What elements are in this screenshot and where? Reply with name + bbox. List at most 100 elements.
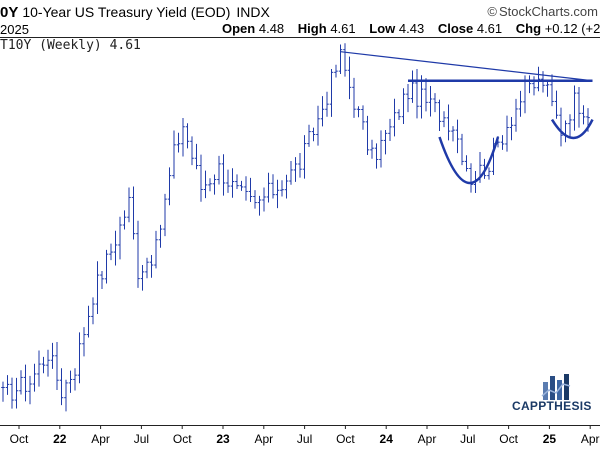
logo-bar-1 — [543, 382, 548, 400]
symbol-label: 0Y — [0, 4, 19, 21]
ohlc-bar — [127, 187, 131, 223]
x-tick-label: Jul — [134, 432, 149, 446]
change-label: Chg — [515, 21, 542, 36]
ohlc-bar — [554, 90, 559, 119]
ohlc-bar — [532, 76, 536, 96]
ohlc-bar — [311, 127, 316, 142]
ohlc-bar — [158, 224, 163, 248]
x-tick-label: 25 — [543, 432, 557, 446]
ohlc-bar — [172, 130, 176, 179]
ohlc-bar — [113, 230, 118, 266]
ohlc-bar — [190, 136, 194, 166]
ohlc-bar — [248, 177, 253, 203]
price-bars — [1, 43, 590, 412]
ohlc-bar — [59, 368, 64, 406]
ohlc-bar — [572, 85, 577, 131]
ohlc-bar — [185, 123, 190, 149]
ohlc-bar — [379, 130, 383, 168]
ohlc-bar — [203, 170, 208, 199]
ohlc-bar — [37, 350, 41, 387]
ohlc-bar — [118, 216, 122, 260]
ohlc-bar — [50, 342, 55, 369]
open-value: 4.48 — [258, 21, 285, 36]
change-value: +0.12 (+2.70% — [544, 21, 600, 36]
x-tick-label: Oct — [10, 432, 29, 446]
ohlc-bar — [437, 99, 442, 132]
ohlc-bar — [19, 370, 23, 395]
ohlc-bar — [302, 135, 307, 179]
instrument-name: 10-Year US Treasury Yield (EOD) — [22, 4, 231, 20]
ohlc-bar — [257, 195, 262, 216]
ohlc-bar — [352, 77, 356, 118]
ohlc-bar — [388, 118, 392, 142]
ohlc-bar — [451, 126, 455, 142]
ohlc-bar — [550, 74, 554, 107]
x-tick-label: Apr — [418, 432, 437, 446]
ohlc-bar — [361, 105, 365, 130]
ohlc-bar — [266, 172, 271, 203]
stockcharts-brand[interactable]: © StockCharts.com — [487, 4, 598, 19]
low-value: 4.43 — [398, 21, 425, 36]
x-tick-label: Apr — [91, 432, 110, 446]
ohlc-bar — [307, 124, 311, 147]
title-line: 0Y 10-Year US Treasury Yield (EOD) INDX — [0, 4, 270, 21]
ohlc-bar — [356, 106, 361, 118]
ohlc-bar — [545, 79, 550, 97]
ohlc-bar — [10, 377, 14, 409]
logo-bar-3 — [557, 380, 562, 400]
ohlc-bar — [208, 178, 212, 192]
open-label: Open — [222, 21, 256, 36]
copyright-icon: © — [487, 4, 498, 19]
ohlc-bar — [194, 143, 199, 170]
ohlc-bar — [64, 379, 68, 412]
ohlc-bar — [68, 370, 73, 393]
ohlc-bar — [347, 56, 352, 100]
cappthesis-logo — [541, 374, 571, 400]
high-value: 4.61 — [330, 21, 356, 36]
ohlc-bar — [23, 364, 28, 402]
cup-pattern-2 — [550, 118, 594, 139]
brand-text: StockCharts.com — [499, 4, 598, 19]
ohlc-bar — [163, 193, 167, 237]
ohlc-bar — [559, 107, 563, 147]
ohlc-bar — [73, 368, 77, 391]
x-tick-label: Oct — [499, 432, 518, 446]
x-tick-label: Jul — [297, 432, 312, 446]
ohlc-bar — [14, 377, 19, 409]
ohlc-bar — [343, 43, 347, 77]
ohlc-bar — [176, 132, 181, 153]
x-tick-label: Apr — [254, 432, 273, 446]
ohlc-bar — [392, 98, 397, 137]
ohlc-bar — [505, 115, 509, 152]
ohlc-bar — [329, 69, 334, 117]
ohlc-bar — [365, 115, 370, 156]
ohlc-bar — [86, 305, 91, 338]
date-label: 2025 — [0, 22, 29, 37]
close-value: 4.61 — [476, 21, 503, 36]
ohlc-bar — [487, 167, 491, 180]
ohlc-bar — [514, 98, 518, 132]
cup-pattern-1 — [438, 136, 500, 185]
x-tick-label: Oct — [173, 432, 192, 446]
low-label: Low — [369, 21, 396, 36]
ohlc-bar — [28, 375, 32, 405]
ohlc-bar — [397, 109, 401, 121]
x-tick-label: 23 — [216, 432, 230, 446]
x-tick-label: Apr — [581, 432, 600, 446]
ohlc-bar — [370, 139, 374, 159]
ohlc-bar — [149, 255, 154, 278]
ohlc-bar — [383, 129, 388, 155]
series-legend: T10Y (Weekly) 4.61 — [0, 38, 141, 53]
ohlc-bar — [122, 210, 127, 230]
ohlc-bar — [298, 153, 302, 178]
ohlc-bar — [221, 154, 226, 196]
x-tick-label: 22 — [53, 432, 67, 446]
ohlc-bar — [230, 168, 235, 198]
ohlc-bar — [109, 243, 113, 261]
ohlc-bar — [32, 363, 37, 392]
ohlc-bar — [1, 381, 5, 402]
logo-trend-icon — [541, 383, 571, 397]
logo-bar-4 — [564, 374, 569, 400]
ohlc-bar — [320, 96, 325, 127]
